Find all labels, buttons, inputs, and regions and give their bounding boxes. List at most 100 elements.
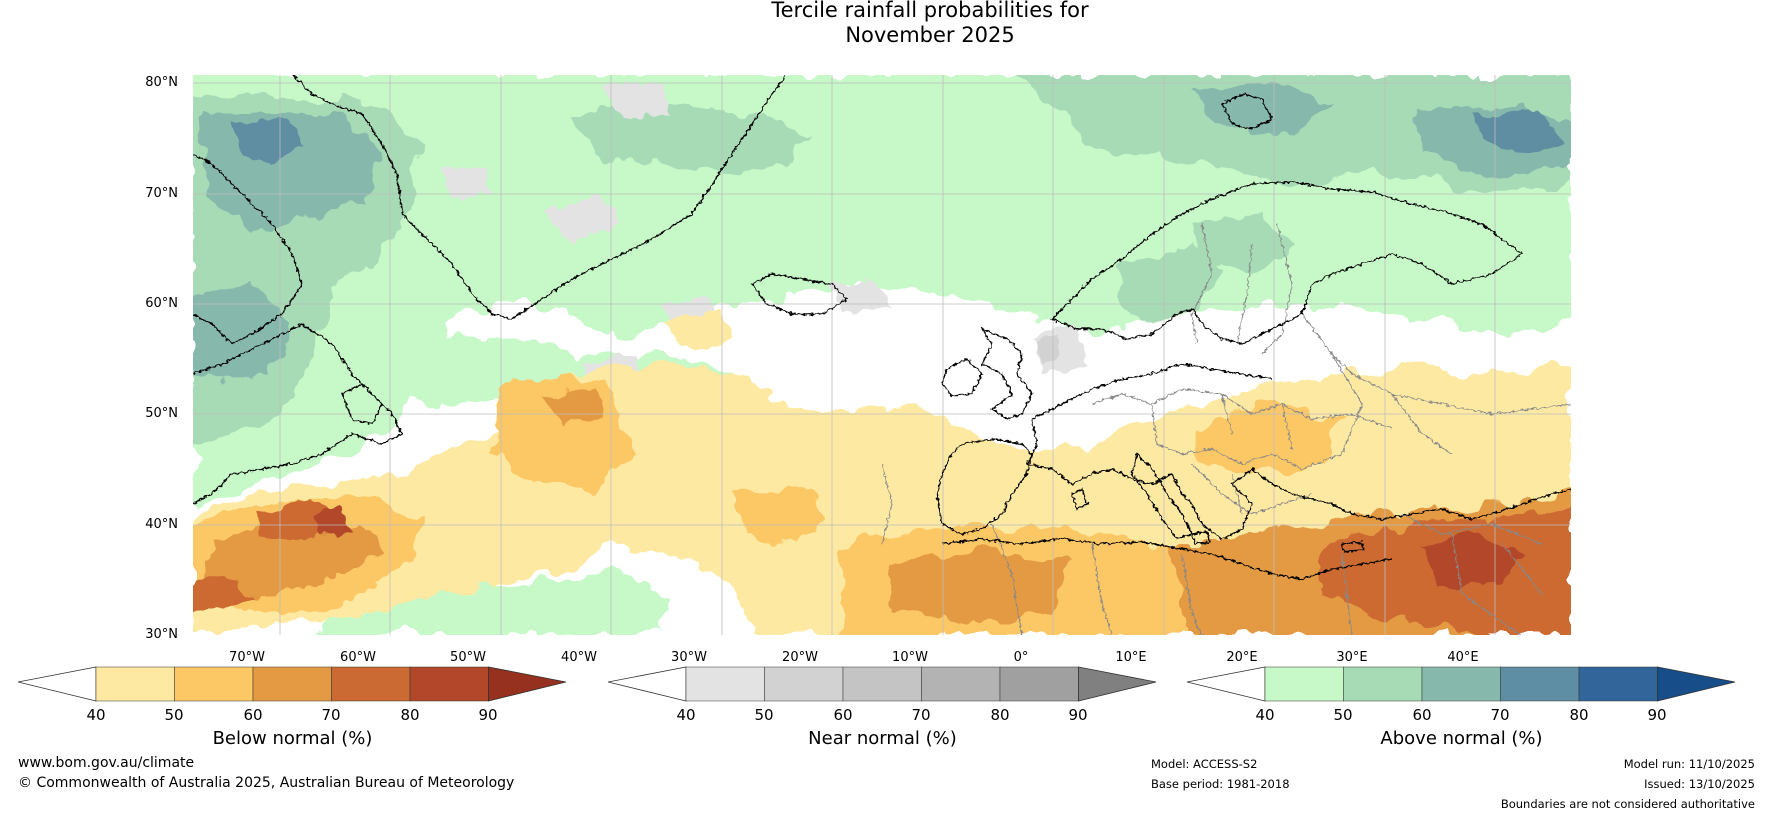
below-red-sw: [252, 499, 342, 544]
title-line-2: November 2025: [845, 23, 1015, 47]
graticule: [192, 74, 1572, 636]
above-tick-90: 90: [1647, 706, 1667, 724]
lon-label-30e: 30°E: [1336, 650, 1368, 665]
footer-issued: Issued: 13/10/2025: [1644, 777, 1755, 791]
coast-ireland: [941, 358, 983, 397]
below-red-sw2: [192, 574, 252, 614]
colorbar-below-swatch-1: [174, 666, 254, 702]
above-legend-title: Above normal (%): [1380, 728, 1543, 749]
colorbar-below-extend-low: [18, 666, 97, 702]
colorbar-above: [1187, 666, 1736, 702]
below-tick-90: 90: [478, 706, 498, 724]
map-border: [192, 74, 1572, 636]
near-patch-10: [1034, 336, 1062, 360]
colorbar-below: [18, 666, 567, 702]
colorbar-near-swatch-1: [764, 666, 844, 702]
colorbar-above-swatch-3: [1500, 666, 1580, 702]
lat-label-60n: 60°N: [145, 296, 178, 311]
lon-label-40w: 40°W: [561, 650, 597, 665]
country-borders: [881, 223, 1572, 636]
colorbar-above-swatch-4: [1578, 666, 1658, 702]
near-tick-70: 70: [911, 706, 931, 724]
border-middle-east: [1401, 513, 1543, 636]
map-title: Tercile rainfall probabilities for Novem…: [0, 0, 1770, 48]
colorbar-near-swatch-3: [921, 666, 1001, 702]
near-patch-9: [442, 164, 492, 199]
coast-med-islands: [1071, 488, 1365, 553]
below-legend-title: Below normal (%): [212, 728, 373, 749]
below-tick-50: 50: [164, 706, 184, 724]
colorbar-above-extend-low: [1187, 666, 1266, 702]
lon-label-10e: 10°E: [1115, 650, 1147, 665]
lon-label-70w: 70°W: [229, 650, 265, 665]
coast-north-africa: [941, 538, 1393, 580]
coast-continental-europe: [1025, 363, 1572, 540]
below-tick-60: 60: [243, 706, 263, 724]
above-teal-barents: [1192, 214, 1292, 274]
footer-copyright: © Commonwealth of Australia 2025, Austra…: [18, 775, 515, 791]
lon-label-30w: 30°W: [671, 650, 707, 665]
lat-label-30n: 30°N: [145, 627, 178, 642]
above-tick-40: 40: [1255, 706, 1275, 724]
above-mid-labrador: [192, 284, 292, 384]
below-dark-sw: [312, 509, 352, 534]
near-tick-60: 60: [833, 706, 853, 724]
colorbar-below-swatch-3: [331, 666, 411, 702]
below-dark-mideast: [1422, 534, 1522, 589]
above-teal-mid-arctic: [572, 104, 812, 174]
lon-label-0: 0°: [1013, 650, 1029, 665]
above-tick-50: 50: [1333, 706, 1353, 724]
below-mid-balkans: [1192, 404, 1342, 474]
above-tick-60: 60: [1412, 706, 1432, 724]
colorbar-above-swatch-0: [1264, 666, 1344, 702]
below-tick-40: 40: [86, 706, 106, 724]
below-mid-iberia: [732, 484, 832, 544]
colorbar-below-swatch-4: [409, 666, 489, 702]
coast-iceland: [750, 273, 849, 315]
coast-britain: [980, 327, 1033, 420]
lon-label-20e: 20°E: [1226, 650, 1258, 665]
below-tick-80: 80: [400, 706, 420, 724]
below-orange-nafrica: [892, 549, 1072, 624]
near-patch-3: [832, 279, 892, 314]
border-central-europe: [1091, 388, 1393, 470]
title-line-1: Tercile rainfall probabilities for: [771, 0, 1089, 22]
footer-base-period: Base period: 1981-2018: [1151, 777, 1290, 791]
near-patch-4: [1032, 324, 1092, 374]
above-tick-70: 70: [1490, 706, 1510, 724]
lat-label-80n: 80°N: [145, 75, 178, 90]
border-iberia: [881, 463, 893, 545]
below-orange-atlantic: [542, 389, 602, 429]
coast-baffin: [192, 153, 303, 345]
colorbar-near-swatch-2: [842, 666, 922, 702]
footer-model: Model: ACCESS-S2: [1151, 757, 1258, 771]
rainfall-map: [192, 74, 1572, 636]
border-north-africa: [991, 523, 1353, 636]
colorbar-above-extend-high: [1657, 666, 1736, 702]
near-tick-90: 90: [1068, 706, 1088, 724]
colorbar-above-swatch-1: [1343, 666, 1423, 702]
near-tick-50: 50: [754, 706, 774, 724]
coast-scandinavia: [1050, 181, 1524, 345]
border-eastern-europe: [1301, 313, 1572, 455]
border-scandinavia: [1191, 223, 1293, 355]
below-tick-70: 70: [321, 706, 341, 724]
colorbar-below-swatch-2: [252, 666, 332, 702]
coast-newfoundland: [341, 383, 383, 425]
border-balkans: [1191, 463, 1313, 515]
near-tick-40: 40: [676, 706, 696, 724]
footer-disclaimer: Boundaries are not considered authoritat…: [1500, 797, 1755, 811]
footer-website: www.bom.gov.au/climate: [18, 755, 195, 771]
colorbar-below-extend-high: [488, 666, 567, 702]
colorbar-near-extend-low: [608, 666, 687, 702]
coast-svalbard: [1221, 93, 1273, 130]
near-tick-80: 80: [990, 706, 1010, 724]
above-tick-80: 80: [1569, 706, 1589, 724]
lat-label-50n: 50°N: [145, 406, 178, 421]
coast-iberia: [936, 438, 1033, 535]
below-orange-sw: [202, 514, 382, 599]
below-nw-europe: [662, 314, 732, 349]
lat-label-40n: 40°N: [145, 517, 178, 532]
above-high-kara: [1472, 109, 1562, 154]
lon-label-50w: 50°W: [450, 650, 486, 665]
